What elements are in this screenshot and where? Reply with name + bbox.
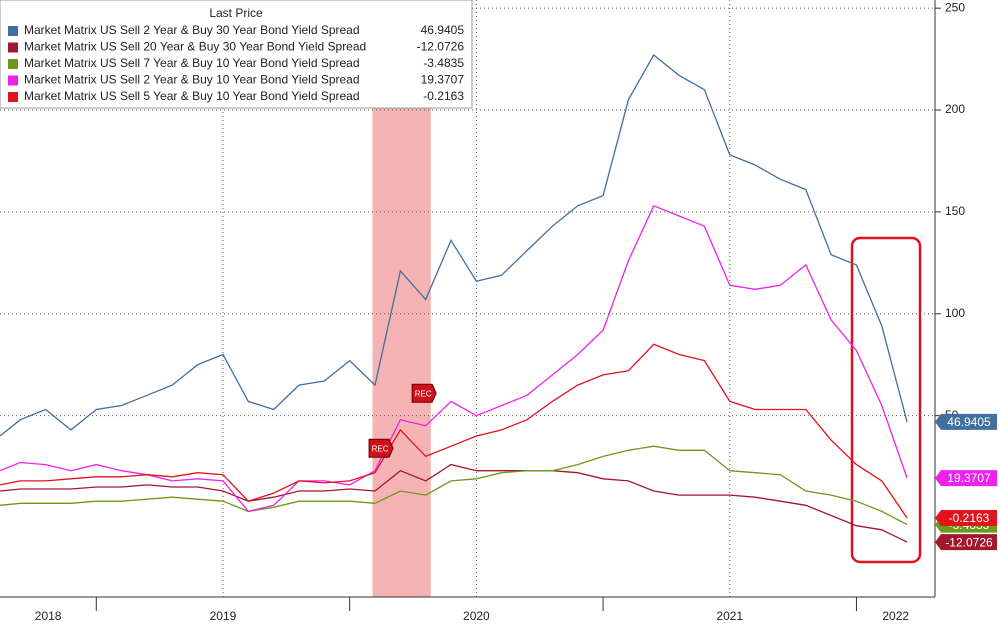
- legend-box: [0, 0, 473, 109]
- last-value-label: 46.9405: [947, 415, 991, 429]
- y-tick-label: 150: [945, 204, 965, 218]
- legend-value: 19.3707: [421, 73, 465, 87]
- x-tick-label: 2021: [716, 609, 743, 623]
- legend-value: -3.4835: [423, 56, 464, 70]
- legend-value: 46.9405: [421, 23, 465, 37]
- x-tick-label: 2018: [35, 609, 62, 623]
- rec-label: REC: [372, 444, 389, 453]
- series-line: [0, 445, 908, 526]
- last-value-tag: [935, 470, 997, 487]
- last-value-label: 19.3707: [947, 471, 991, 485]
- x-tick-label: 2022: [882, 609, 909, 623]
- legend-swatch: [8, 26, 18, 36]
- series-line: [0, 54, 908, 437]
- series-line: [0, 463, 908, 543]
- legend-label: Market Matrix US Sell 20 Year & Buy 30 Y…: [24, 40, 366, 54]
- legend: Last Price Market Matrix US Sell 2 Year &…: [0, 0, 473, 109]
- last-value-tag: [935, 534, 997, 551]
- last-value-label: -12.0726: [945, 535, 993, 549]
- legend-title: Last Price: [209, 6, 263, 20]
- y-tick-label: 250: [945, 0, 965, 14]
- last-value-tag: [935, 413, 997, 430]
- y-tick-label: 200: [945, 102, 965, 116]
- legend-value: -12.0726: [417, 40, 465, 54]
- legend-swatch: [8, 75, 18, 86]
- last-value-tag: [935, 509, 997, 526]
- series-line: [0, 343, 908, 519]
- legend-swatch: [8, 59, 18, 69]
- rec-label: REC: [415, 389, 432, 398]
- legend-label: Market Matrix US Sell 5 Year & Buy 10 Ye…: [24, 89, 360, 103]
- x-tick-label: 2019: [210, 609, 237, 623]
- rec-marker: [368, 438, 394, 458]
- x-tick-label: 2020: [463, 609, 490, 623]
- last-value-label: -0.2163: [949, 511, 990, 525]
- legend-value: -0.2163: [423, 89, 464, 103]
- legend-swatch: [8, 92, 18, 102]
- legend-label: Market Matrix US Sell 2 Year & Buy 10 Ye…: [24, 73, 360, 87]
- y-tick-label: 100: [945, 306, 965, 320]
- legend-label: Market Matrix US Sell 7 Year & Buy 10 Ye…: [24, 56, 360, 70]
- rec-marker: [411, 383, 437, 403]
- highlight-box: [850, 236, 922, 564]
- legend-label: Market Matrix US Sell 2 Year & Buy 30 Ye…: [24, 23, 360, 37]
- legend-swatch: [8, 42, 18, 53]
